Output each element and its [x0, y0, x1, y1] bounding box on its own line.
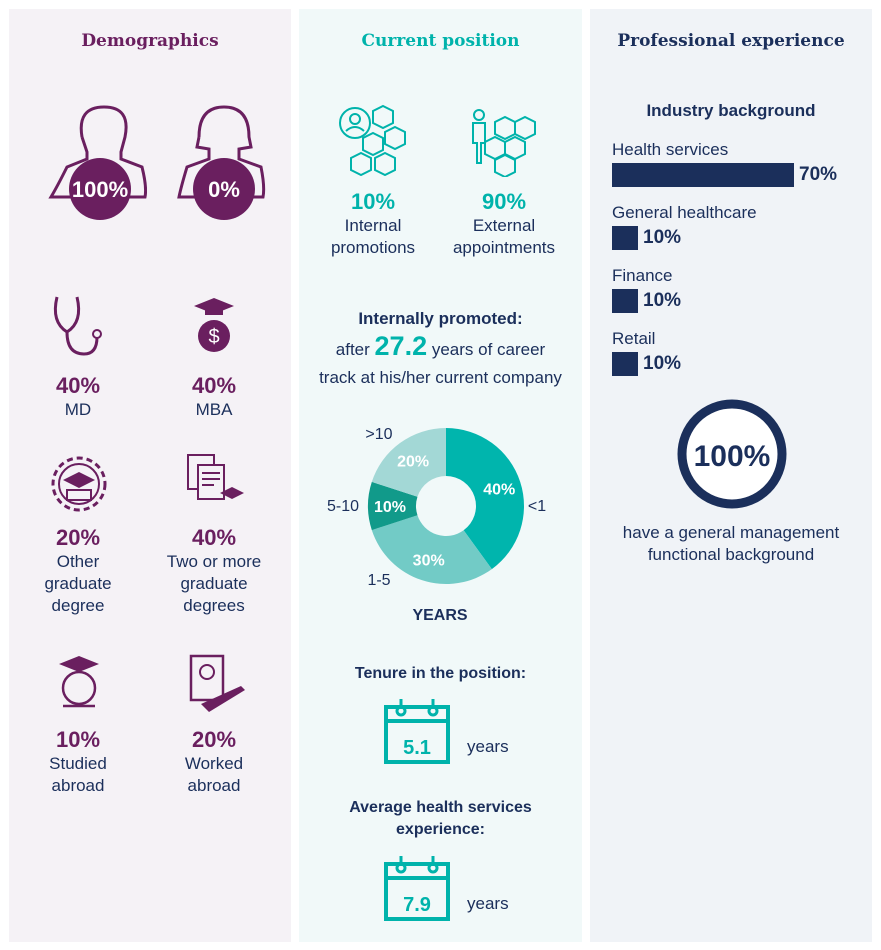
experience-value: 7.9	[403, 894, 431, 916]
graduation-gear-icon	[51, 456, 107, 512]
worked-abroad-value: 20%	[191, 727, 237, 752]
gm-value: 100%	[694, 440, 771, 473]
two-degrees-label: graduate	[180, 574, 248, 593]
promoted-value: 27.2	[374, 331, 428, 361]
industry-value: 10%	[643, 227, 682, 248]
promoted-text: years of career	[431, 340, 546, 359]
industry-title: Industry background	[646, 101, 816, 120]
current-position-panel: Current position 10% Internal promotions 9…	[299, 9, 582, 942]
promoted-text: after	[335, 340, 370, 359]
mba-label: MBA	[195, 400, 233, 419]
external-label: appointments	[452, 238, 556, 257]
other-degree-label: Other	[56, 552, 100, 571]
stethoscope-icon	[53, 296, 102, 356]
other-degree-label: degree	[51, 596, 105, 615]
experience-title: Average health services	[349, 799, 532, 816]
slice-label: 10%	[374, 499, 406, 516]
industry-value: 10%	[643, 353, 682, 374]
internal-value: 10%	[350, 189, 396, 214]
external-value: 90%	[481, 189, 527, 214]
passport-plane-icon	[189, 654, 245, 712]
industry-bar	[612, 289, 638, 313]
male-value: 100%	[72, 177, 128, 202]
md-value: 40%	[55, 373, 101, 398]
internal-label: promotions	[330, 238, 416, 257]
tenure-donut-chart: 40% <1 30% 1-5 10% 5-10 20% >10 YEARS	[327, 426, 546, 624]
two-degrees-label: degrees	[183, 596, 245, 615]
category-label: <1	[528, 498, 546, 515]
tenure-value: 5.1	[403, 737, 431, 759]
slice-label: 20%	[397, 454, 429, 471]
experience-unit: years	[467, 894, 509, 913]
demographics-panel: Demographics 100% 0% 40% MD $ 40% MBA 20% O…	[9, 9, 291, 942]
x-axis-label: YEARS	[412, 607, 467, 624]
industry-name: Finance	[612, 266, 673, 285]
svg-text:$: $	[208, 326, 219, 348]
demographics-title: Demographics	[81, 31, 219, 51]
studied-abroad-value: 10%	[55, 727, 101, 752]
tenure-unit: years	[467, 737, 509, 756]
documents-graduation-icon	[187, 454, 244, 500]
donut-slice	[368, 481, 418, 531]
category-label: >10	[365, 426, 392, 443]
other-degree-label: graduate	[44, 574, 112, 593]
industry-name: Health services	[612, 140, 729, 159]
studied-abroad-label: Studied	[49, 754, 107, 773]
current-position-title: Current position	[361, 31, 520, 51]
md-label: MD	[64, 400, 92, 419]
globe-graduation-icon	[59, 656, 99, 708]
gm-ring: 100%	[677, 399, 787, 509]
female-icon: 0%	[177, 105, 266, 220]
tenure-title: Tenure in the position:	[354, 665, 527, 682]
promoted-text: track at his/her current company	[319, 368, 562, 387]
slice-label: 40%	[483, 482, 515, 499]
gm-label: functional background	[647, 545, 815, 564]
professional-experience-panel: Professional experience Industry backgro…	[590, 9, 872, 942]
mba-value: 40%	[191, 373, 237, 398]
industry-bar	[612, 352, 638, 376]
gm-label: have a general management	[622, 523, 840, 542]
two-degrees-value: 40%	[191, 525, 237, 550]
female-value: 0%	[208, 177, 240, 202]
worked-abroad-label: Worked	[184, 754, 244, 773]
donut-slice	[371, 428, 446, 497]
industry-name: Retail	[612, 329, 656, 348]
donut-slice	[446, 428, 524, 570]
industry-name: General healthcare	[612, 203, 757, 222]
other-degree-value: 20%	[55, 525, 101, 550]
donut-slice	[371, 515, 492, 584]
graduation-money-icon: $	[194, 298, 234, 352]
external-appointment-icon	[472, 109, 536, 177]
promoted-title: Internally promoted:	[358, 309, 523, 328]
industry-value: 70%	[799, 164, 838, 185]
industry-bar	[612, 226, 638, 250]
slice-label: 30%	[413, 552, 445, 569]
studied-abroad-label: abroad	[51, 776, 105, 795]
internal-label: Internal	[344, 216, 402, 235]
worked-abroad-label: abroad	[187, 776, 241, 795]
two-degrees-label: Two or more	[166, 552, 262, 571]
category-label: 1-5	[367, 572, 390, 589]
calendar-icon	[384, 699, 450, 764]
category-label: 5-10	[327, 498, 359, 515]
calendar-icon	[384, 856, 450, 921]
male-icon: 100%	[48, 105, 147, 220]
external-label: External	[472, 216, 536, 235]
industry-bar	[612, 163, 794, 187]
experience-title: experience:	[396, 821, 485, 838]
internal-promotion-icon	[339, 104, 406, 176]
industry-value: 10%	[643, 290, 682, 311]
professional-title: Professional experience	[617, 31, 845, 51]
